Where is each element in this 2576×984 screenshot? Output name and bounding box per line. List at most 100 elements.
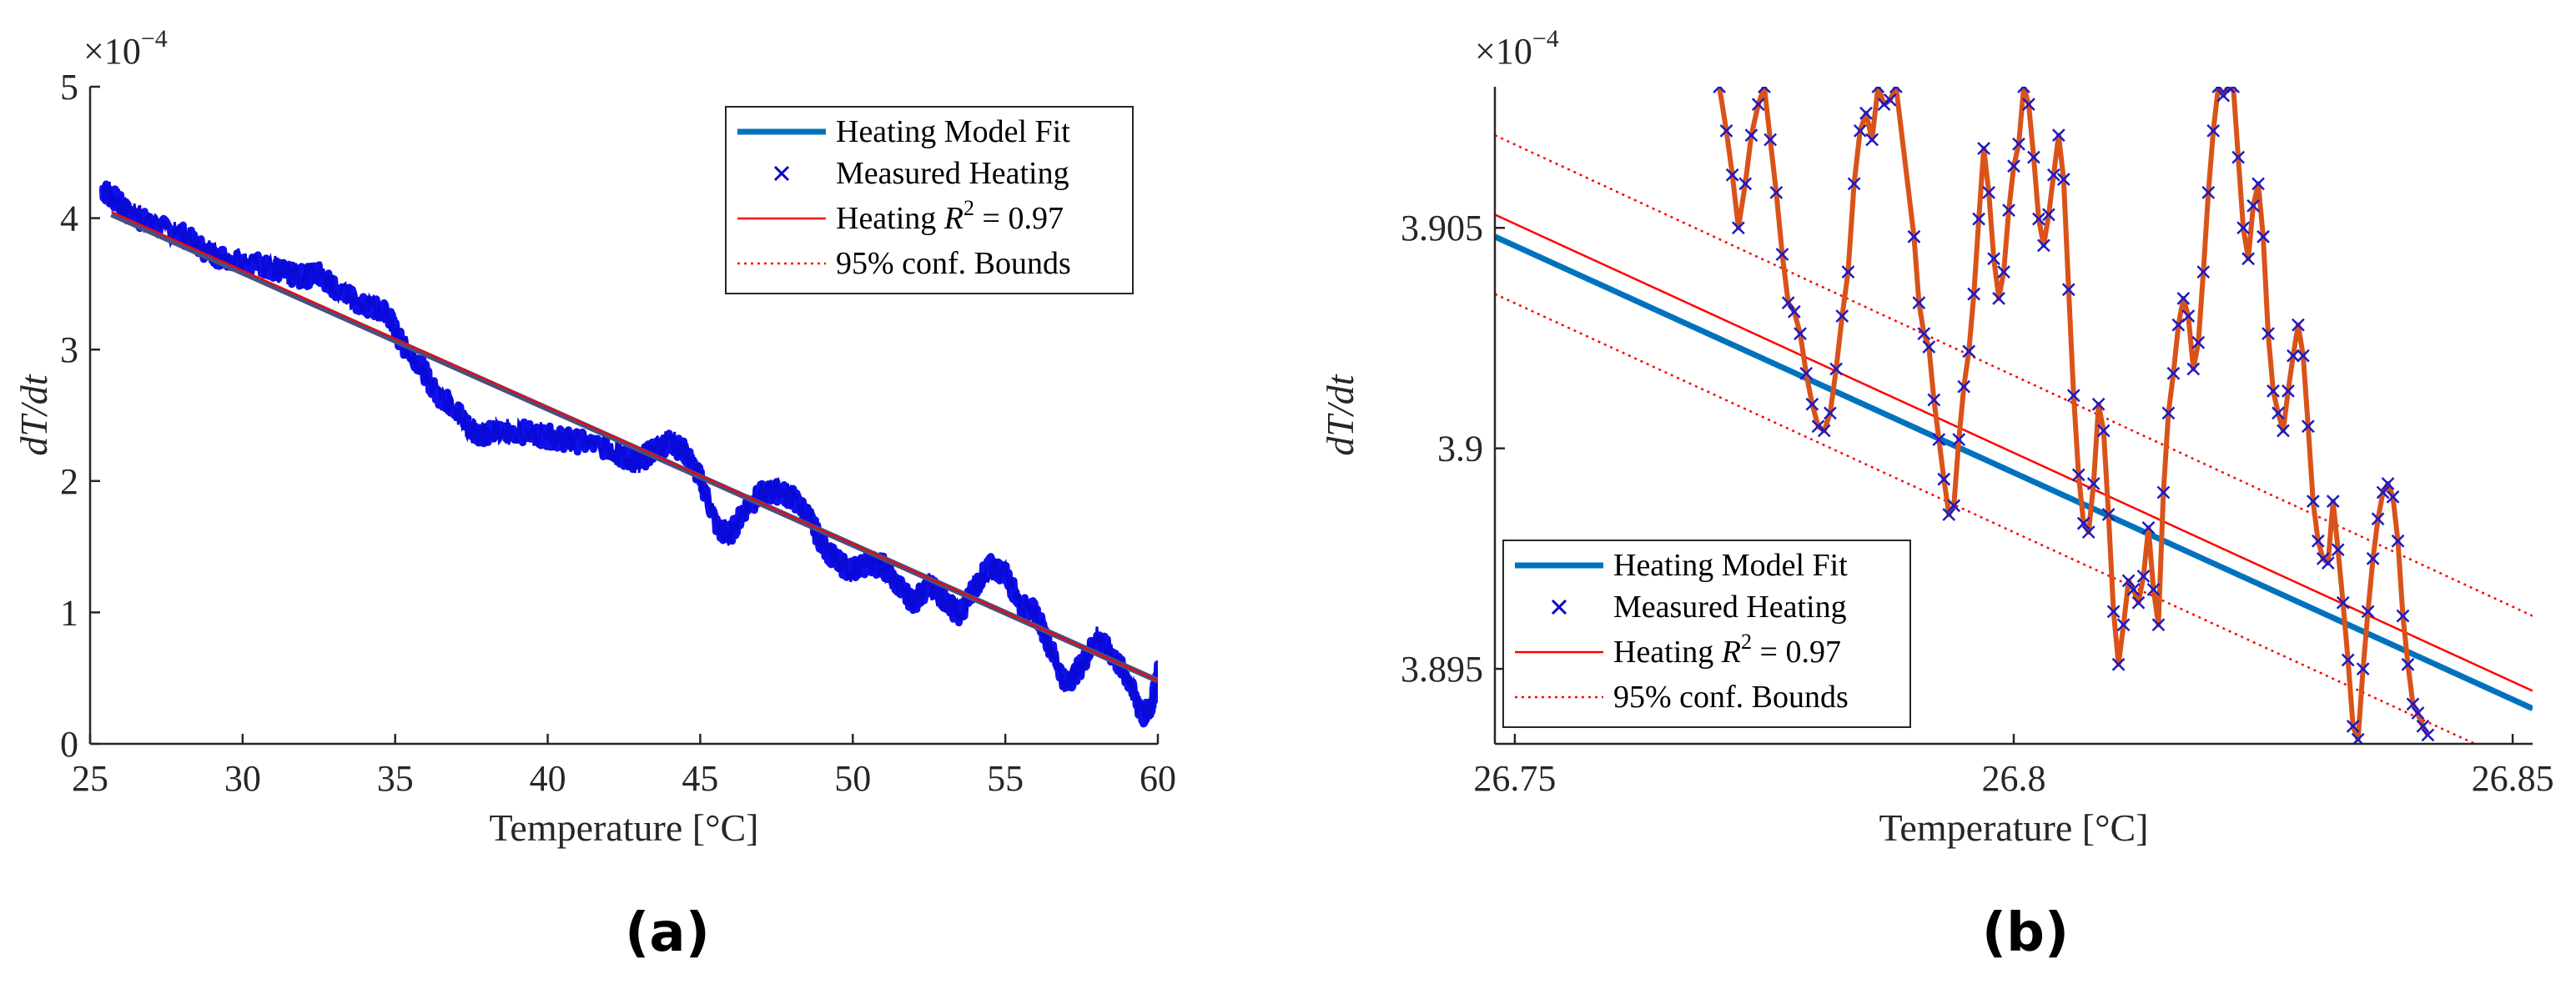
- measured-marker-b: [2176, 291, 2191, 305]
- measured-marker-b: [2076, 516, 2090, 530]
- measured-marker-b: [2301, 419, 2315, 434]
- measured-marker-b: [2161, 406, 2176, 420]
- measured-marker-b: [1912, 296, 1926, 310]
- measured-marker-b: [1889, 87, 1903, 93]
- measured-marker-b: [1907, 229, 1921, 243]
- measured-marker-b: [2051, 128, 2065, 143]
- measured-marker-b: [2336, 595, 2350, 610]
- legend-swatch-measured-a: [773, 165, 790, 182]
- measured-marker-b: [1731, 221, 1745, 235]
- measured-marker-b: [1871, 87, 1885, 93]
- measured-marker-b: [2236, 221, 2251, 235]
- measured-marker-b: [2356, 662, 2370, 675]
- panel-label-b: (b): [1982, 902, 2069, 964]
- measured-marker-b: [2002, 203, 2015, 217]
- measured-marker-b: [2027, 150, 2040, 164]
- measured-marker-b: [2086, 477, 2101, 490]
- exponent-label-b: ×10−4: [1475, 25, 1559, 72]
- measured-marker-b: [2046, 168, 2060, 182]
- measured-marker-b: [1932, 433, 1946, 446]
- legend-label-model-fit-b: Heating Model Fit: [1613, 548, 1848, 583]
- measured-marker-b: [2226, 87, 2241, 93]
- measured-marker-b: [1805, 397, 1819, 411]
- series-r2-line-a: [111, 210, 1158, 682]
- measured-marker-b: [1865, 133, 1879, 147]
- measured-marker-b: [2251, 177, 2265, 191]
- measured-marker-b: [1824, 406, 1837, 420]
- legend-label-bounds-a: 95% conf. Bounds: [836, 246, 1071, 281]
- measured-marker-b: [2121, 574, 2136, 588]
- x-tick-label-b: 26.75: [1473, 758, 1556, 799]
- measured-marker-b: [2361, 605, 2375, 619]
- measured-marker-b: [1781, 296, 1795, 310]
- measured-marker-b: [2131, 595, 2146, 610]
- measured-marker-b: [2032, 212, 2045, 226]
- measured-marker-b: [1987, 252, 2000, 266]
- exponent-label-a: ×10−4: [83, 25, 168, 72]
- x-tick-label-a: 55: [987, 758, 1024, 799]
- measured-marker-b: [2151, 618, 2166, 632]
- measured-marker-b: [2126, 583, 2141, 596]
- measured-marker-b: [2141, 520, 2156, 535]
- measured-marker-b: [2181, 309, 2196, 323]
- series-r2-line-b: [1495, 213, 2533, 692]
- measured-marker-b: [1992, 291, 2005, 305]
- plot-area-a: [98, 180, 1158, 728]
- measured-marker-b: [2391, 534, 2405, 548]
- measured-marker-b: [2211, 87, 2226, 93]
- x-tick-label-a: 45: [682, 758, 718, 799]
- legend-swatch-measured-b: [1551, 599, 1567, 615]
- measured-marker-b: [2257, 229, 2270, 243]
- series-measured-heating-noise-a: [101, 181, 1158, 724]
- measured-marker-b: [1713, 87, 1727, 93]
- measured-marker-b: [2272, 406, 2285, 420]
- plot-area-b: [1495, 87, 2533, 744]
- measured-marker-b: [2287, 349, 2300, 363]
- measured-marker-b: [2376, 485, 2390, 500]
- measured-marker-b: [1725, 168, 1739, 182]
- measured-marker-b: [2421, 728, 2435, 742]
- measured-marker-b: [2296, 349, 2310, 363]
- measured-marker-b: [1719, 124, 1733, 138]
- measured-marker-b: [2411, 706, 2425, 720]
- x-tick-label-a: 40: [530, 758, 566, 799]
- measured-marker-b: [1829, 362, 1843, 376]
- measured-marker-b: [2156, 485, 2171, 500]
- y-tick-label-b: 3.905: [1401, 208, 1483, 249]
- series-model-fit-b: [1495, 233, 2533, 711]
- measured-marker-b: [2386, 489, 2400, 504]
- measured-marker-b: [1967, 287, 1981, 301]
- measured-marker-b: [1847, 177, 1861, 191]
- measured-marker-b: [1811, 419, 1825, 434]
- measured-marker-b: [2282, 384, 2295, 398]
- measured-marker-b: [1794, 327, 1807, 341]
- x-tick-label-b: 26.85: [2472, 758, 2554, 799]
- x-axis-label-b: Temperature [°C]: [1879, 806, 2149, 849]
- measured-marker-b: [1799, 366, 1814, 380]
- measured-marker-b: [2022, 98, 2035, 112]
- y-tick-label-b: 3.895: [1401, 649, 1483, 690]
- measured-marker-b: [2292, 318, 2305, 332]
- y-tick-label-a: 5: [60, 67, 78, 108]
- measured-marker-b: [1769, 186, 1784, 199]
- measured-marker-b: [2096, 424, 2111, 438]
- measured-marker-b: [1977, 142, 1991, 155]
- measured-marker-b: [1942, 508, 1956, 521]
- legend-label-measured-b: Measured Heating: [1613, 590, 1847, 625]
- panel-label-a: (a): [625, 902, 710, 964]
- legend-label-model-fit-a: Heating Model Fit: [836, 114, 1070, 149]
- y-tick-label-b: 3.9: [1437, 429, 1483, 469]
- measured-marker-b: [1947, 499, 1961, 513]
- measured-marker-b: [2071, 468, 2085, 482]
- measured-marker-b: [2056, 173, 2070, 186]
- measured-marker-b: [2231, 150, 2246, 164]
- measured-marker-b: [2101, 508, 2116, 521]
- measured-marker-b: [2262, 327, 2275, 341]
- measured-marker-b: [1997, 265, 2010, 279]
- measured-marker-b: [1763, 133, 1778, 147]
- measured-marker-b: [1775, 248, 1789, 261]
- y-axis-label-a: dT/dt: [13, 374, 55, 455]
